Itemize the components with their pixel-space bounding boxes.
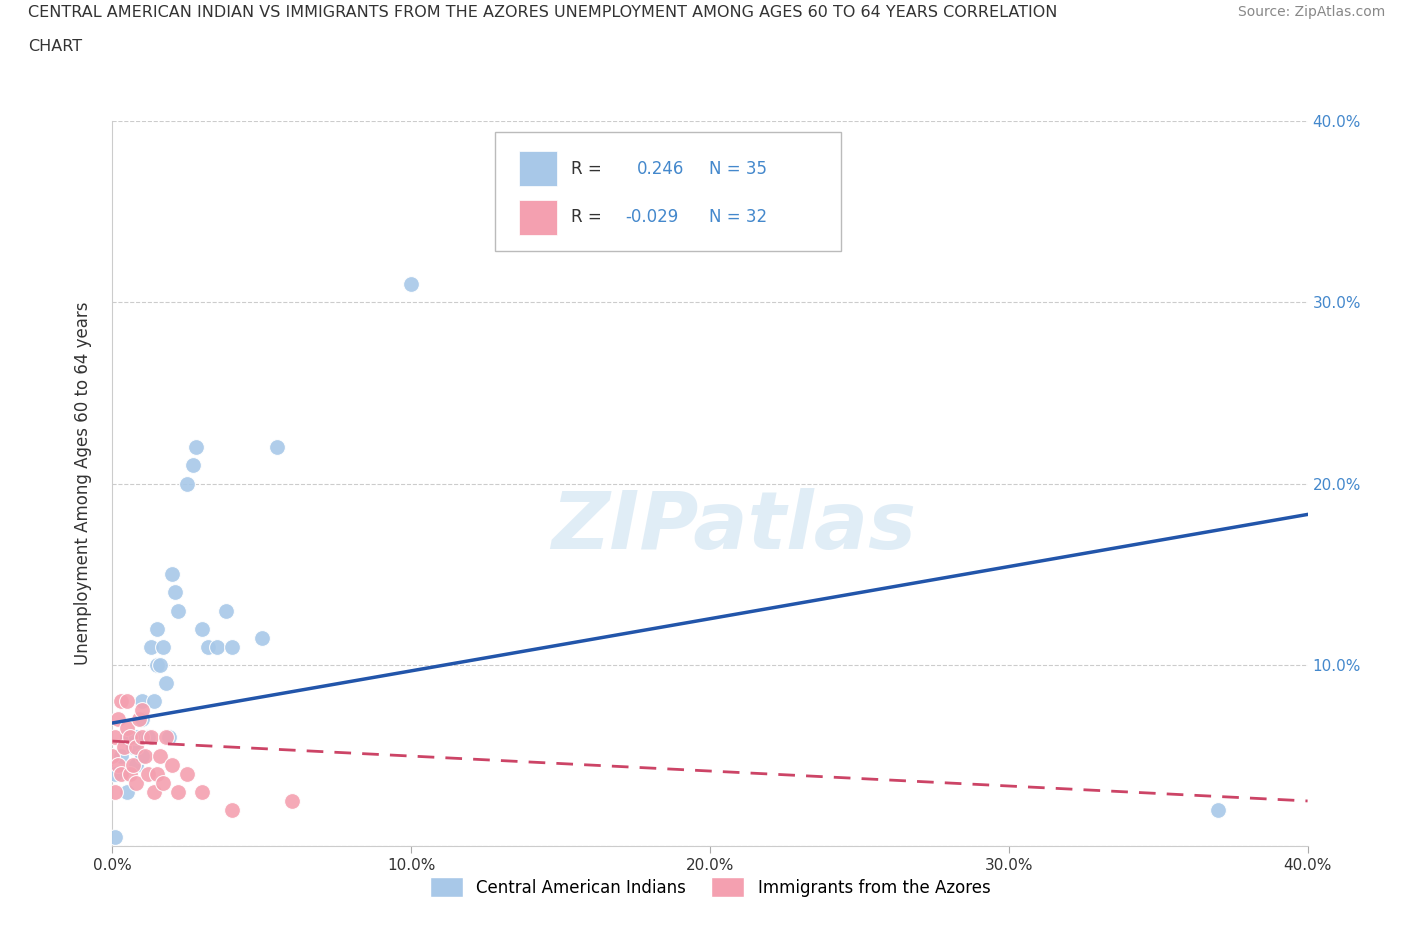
- Point: [125, 757, 148, 772]
- Point: [114, 739, 135, 754]
- Point: [266, 440, 288, 455]
- Point: [149, 658, 172, 672]
- Text: Source: ZipAtlas.com: Source: ZipAtlas.com: [1237, 5, 1385, 19]
- Point: [191, 621, 214, 636]
- Y-axis label: Unemployment Among Ages 60 to 64 years: Unemployment Among Ages 60 to 64 years: [73, 302, 91, 665]
- Point: [141, 730, 163, 745]
- Point: [117, 721, 139, 736]
- Text: N = 35: N = 35: [709, 160, 766, 178]
- Point: [104, 785, 127, 800]
- Text: -0.029: -0.029: [626, 208, 679, 226]
- Point: [134, 748, 156, 763]
- Point: [110, 766, 132, 781]
- Point: [107, 757, 129, 772]
- Point: [128, 712, 150, 727]
- Legend: Central American Indians, Immigrants from the Azores: Central American Indians, Immigrants fro…: [423, 870, 997, 903]
- Point: [141, 640, 163, 655]
- Point: [152, 640, 174, 655]
- Point: [165, 585, 187, 600]
- Point: [155, 675, 177, 690]
- Point: [117, 730, 139, 745]
- Point: [110, 748, 132, 763]
- Point: [117, 785, 139, 800]
- Point: [176, 476, 198, 491]
- FancyBboxPatch shape: [495, 132, 842, 251]
- Text: CHART: CHART: [28, 39, 82, 54]
- Point: [401, 277, 423, 292]
- Point: [120, 730, 142, 745]
- Bar: [519, 200, 557, 234]
- Point: [149, 748, 172, 763]
- Point: [167, 604, 190, 618]
- Point: [250, 631, 273, 645]
- Point: [191, 785, 214, 800]
- Point: [143, 785, 166, 800]
- Point: [131, 730, 153, 745]
- Point: [125, 730, 148, 745]
- Point: [104, 830, 127, 844]
- Point: [125, 739, 148, 754]
- Point: [122, 757, 145, 772]
- Point: [120, 766, 142, 781]
- Point: [281, 793, 304, 808]
- Text: R =: R =: [571, 208, 602, 226]
- Text: R =: R =: [571, 160, 602, 178]
- Point: [162, 567, 183, 582]
- Point: [138, 730, 160, 745]
- Point: [215, 604, 238, 618]
- Point: [167, 785, 190, 800]
- Point: [131, 694, 153, 709]
- Point: [146, 766, 169, 781]
- Point: [101, 748, 124, 763]
- Point: [186, 440, 208, 455]
- Point: [104, 730, 127, 745]
- Point: [221, 640, 243, 655]
- Point: [110, 694, 132, 709]
- Text: N = 32: N = 32: [709, 208, 766, 226]
- Text: ZIPatlas: ZIPatlas: [551, 488, 917, 566]
- Point: [107, 712, 129, 727]
- Text: CENTRAL AMERICAN INDIAN VS IMMIGRANTS FROM THE AZORES UNEMPLOYMENT AMONG AGES 60: CENTRAL AMERICAN INDIAN VS IMMIGRANTS FR…: [28, 5, 1057, 20]
- Bar: [519, 152, 557, 186]
- Point: [205, 640, 228, 655]
- Point: [117, 694, 139, 709]
- Point: [146, 621, 169, 636]
- Point: [152, 776, 174, 790]
- Point: [125, 776, 148, 790]
- Point: [104, 766, 127, 781]
- Point: [1206, 803, 1229, 817]
- Point: [131, 712, 153, 727]
- Point: [146, 658, 169, 672]
- Point: [197, 640, 219, 655]
- Point: [181, 458, 204, 473]
- Point: [131, 703, 153, 718]
- Point: [131, 748, 153, 763]
- Text: 0.246: 0.246: [637, 160, 685, 178]
- Point: [157, 730, 180, 745]
- Point: [143, 694, 166, 709]
- Point: [138, 766, 160, 781]
- Point: [162, 757, 183, 772]
- Point: [155, 730, 177, 745]
- Point: [122, 739, 145, 754]
- Point: [176, 766, 198, 781]
- Point: [221, 803, 243, 817]
